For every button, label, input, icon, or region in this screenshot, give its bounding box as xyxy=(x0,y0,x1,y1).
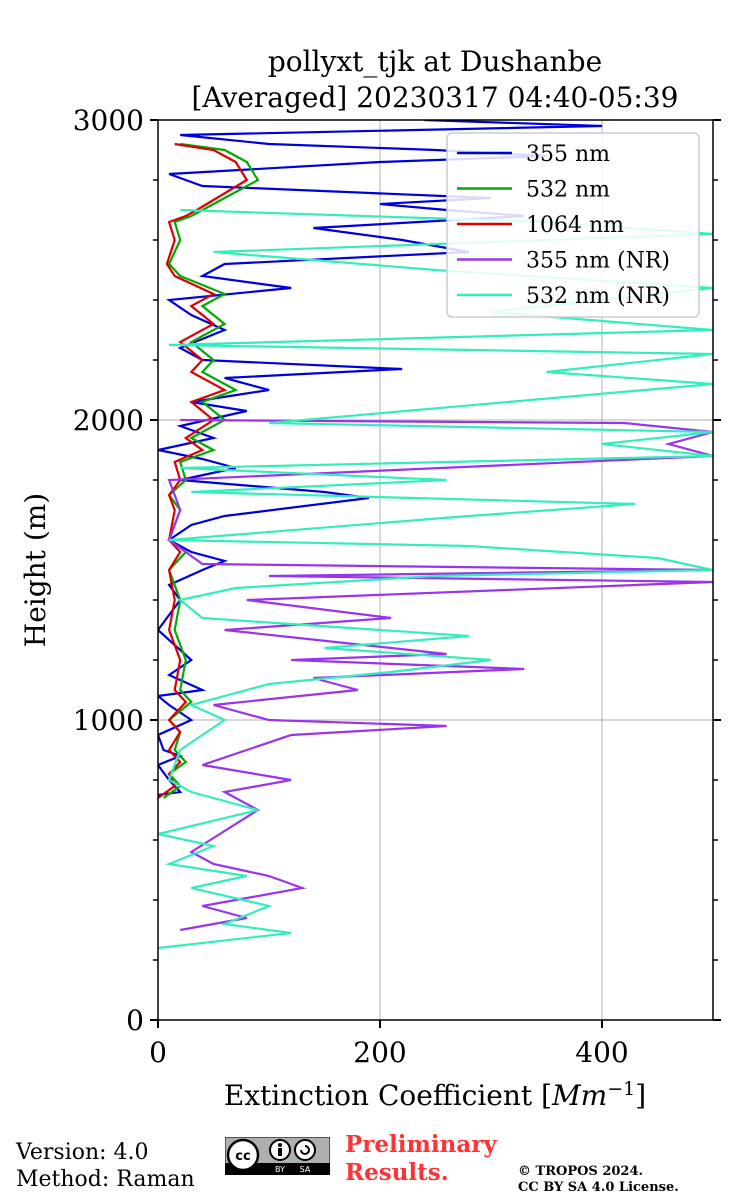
plot-frame xyxy=(157,119,714,1021)
series-line-0 xyxy=(158,120,603,797)
series-line-1 xyxy=(162,142,260,799)
legend-label-1: 532 nm xyxy=(526,178,610,203)
series-line-2 xyxy=(158,142,249,799)
x-tick-label: 200 xyxy=(353,1036,406,1069)
legend-label-4: 532 nm (NR) xyxy=(526,284,670,309)
copyright-line2: CC BY SA 4.0 License. xyxy=(518,1180,679,1195)
badge-sa-label: SA xyxy=(300,1165,311,1174)
x-tick-label: 0 xyxy=(149,1036,167,1069)
y-tick-label: 0 xyxy=(126,1004,144,1037)
legend-box xyxy=(446,132,700,318)
cc-license-badge[interactable]: cc BY SA xyxy=(225,1137,330,1175)
prelim-line1: Preliminary xyxy=(345,1131,497,1158)
legend-label-2: 1064 nm xyxy=(526,213,624,238)
series-lines xyxy=(158,120,713,950)
y-tick-label: 3000 xyxy=(73,104,144,137)
x-tick-label: 400 xyxy=(575,1036,628,1069)
legend-label-0: 355 nm xyxy=(526,142,610,167)
series-line-4 xyxy=(158,208,713,950)
chart-title-line1: pollyxt_tjk at Dushanbe xyxy=(268,45,602,78)
axis-ticks: 0 200 400 0 1000 2000 3000 xyxy=(73,104,721,1069)
y-tick-label: 2000 xyxy=(73,404,144,437)
legend-label-3: 355 nm (NR) xyxy=(526,249,670,274)
version-text: Version: 4.0 xyxy=(16,1140,149,1165)
copyright-line1: © TROPOS 2024. xyxy=(518,1164,644,1179)
copyright-notice: © TROPOS 2024. CC BY SA 4.0 License. xyxy=(518,1164,679,1196)
y-axis-label: Height (m) xyxy=(19,493,52,647)
sa-icon xyxy=(294,1139,316,1161)
prelim-line2: Results. xyxy=(345,1159,449,1186)
series-line-3 xyxy=(167,418,713,932)
y-tick-label: 1000 xyxy=(73,704,144,737)
preliminary-results-notice: Preliminary Results. xyxy=(345,1131,497,1187)
cc-icon xyxy=(226,1138,260,1172)
method-text: Method: Raman xyxy=(16,1167,195,1192)
x-axis-label: Extinction Coefficient [Mm−1] xyxy=(224,1078,646,1112)
badge-by-label: BY xyxy=(275,1165,285,1174)
legend: 355 nm 532 nm 1064 nm 355 nm (NR) 532 nm (NR… xyxy=(446,132,700,318)
svg-text:cc: cc xyxy=(235,1149,250,1164)
chart-title-line2: [Averaged] 20230317 04:40-05:39 xyxy=(192,81,679,114)
